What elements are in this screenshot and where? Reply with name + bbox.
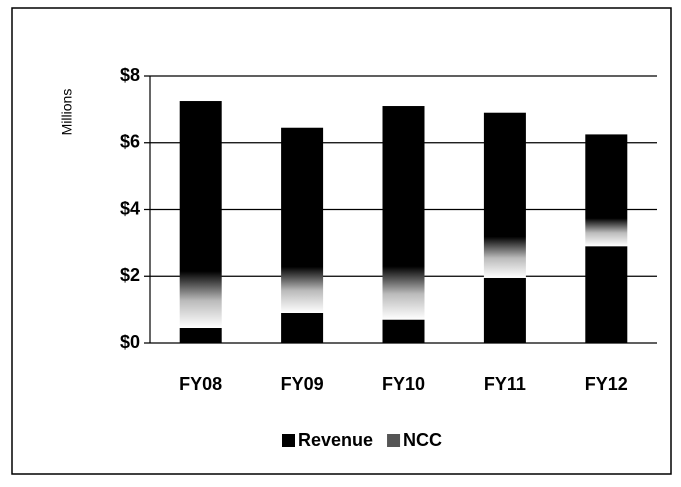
x-tick-label: FY08 — [179, 374, 222, 394]
x-tick-label: FY09 — [281, 374, 324, 394]
bar — [585, 246, 628, 343]
x-tick-label: FY11 — [484, 374, 526, 394]
legend-label: NCC — [403, 430, 442, 450]
y-tick-label: $6 — [120, 132, 140, 152]
bar — [483, 112, 526, 278]
bar — [483, 277, 526, 343]
x-tick-label: FY10 — [382, 374, 425, 394]
y-tick-label: $0 — [120, 332, 140, 352]
y-tick-label: $4 — [120, 198, 140, 218]
bar — [382, 319, 425, 343]
y-tick-label: $2 — [120, 265, 140, 285]
bar — [281, 312, 324, 343]
legend-swatch — [387, 434, 401, 447]
bar — [179, 327, 222, 343]
bar — [179, 101, 222, 328]
bar — [281, 127, 324, 313]
y-tick-label: $8 — [120, 65, 140, 85]
legend-swatch — [282, 434, 295, 447]
x-tick-label: FY12 — [585, 374, 628, 394]
legend-label: Revenue — [298, 430, 373, 450]
bar — [382, 106, 425, 320]
chart-frame — [11, 7, 672, 475]
bar — [585, 134, 628, 247]
y-axis-label: Millions — [59, 89, 75, 136]
